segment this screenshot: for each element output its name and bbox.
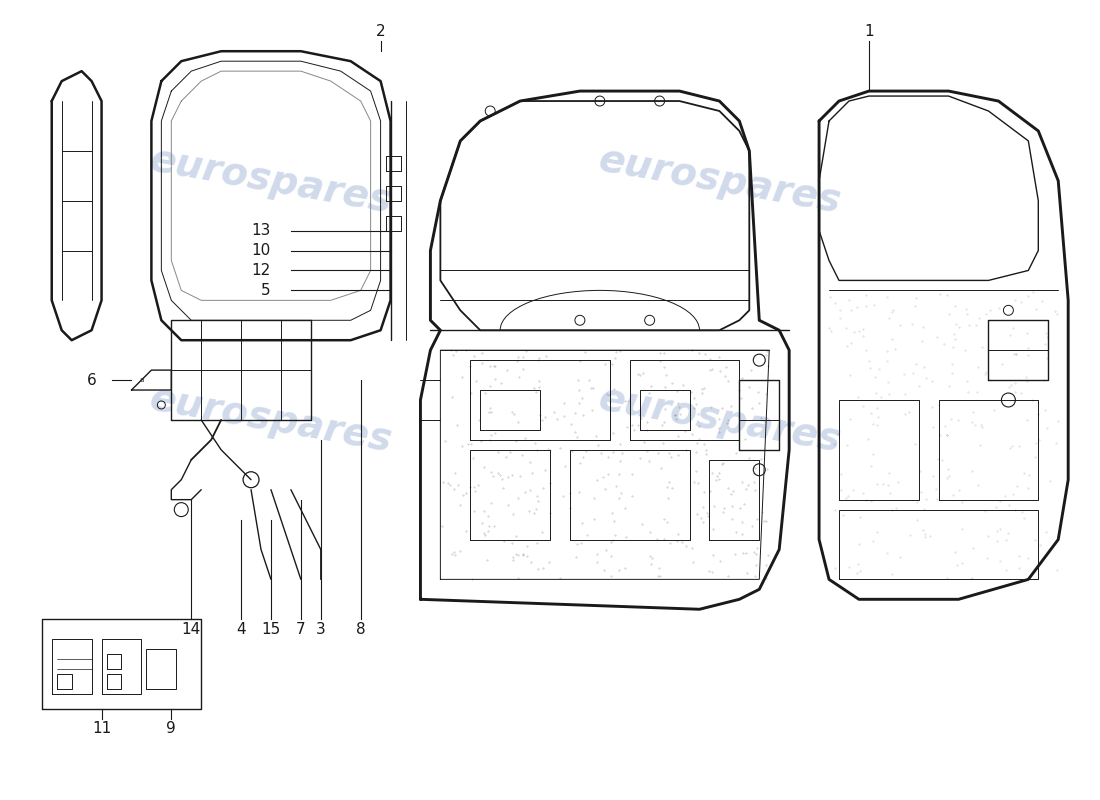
Text: 7: 7 <box>296 622 306 637</box>
Text: eurospares: eurospares <box>146 141 395 221</box>
Text: eurospares: eurospares <box>595 380 844 460</box>
Text: 14: 14 <box>182 622 201 637</box>
Text: 12: 12 <box>252 263 271 278</box>
Text: 10: 10 <box>252 243 271 258</box>
Text: 8: 8 <box>355 622 365 637</box>
Text: 3: 3 <box>316 622 326 637</box>
Text: 9: 9 <box>166 722 176 736</box>
Text: 15: 15 <box>262 622 280 637</box>
Text: 2: 2 <box>376 24 385 38</box>
Text: 6: 6 <box>87 373 97 387</box>
Text: 13: 13 <box>252 223 271 238</box>
Text: 11: 11 <box>92 722 111 736</box>
Text: 5: 5 <box>262 283 271 298</box>
Text: 1: 1 <box>865 24 873 38</box>
Text: 4: 4 <box>236 622 246 637</box>
Text: a: a <box>140 377 143 383</box>
Text: eurospares: eurospares <box>146 380 395 460</box>
Text: eurospares: eurospares <box>595 141 844 221</box>
